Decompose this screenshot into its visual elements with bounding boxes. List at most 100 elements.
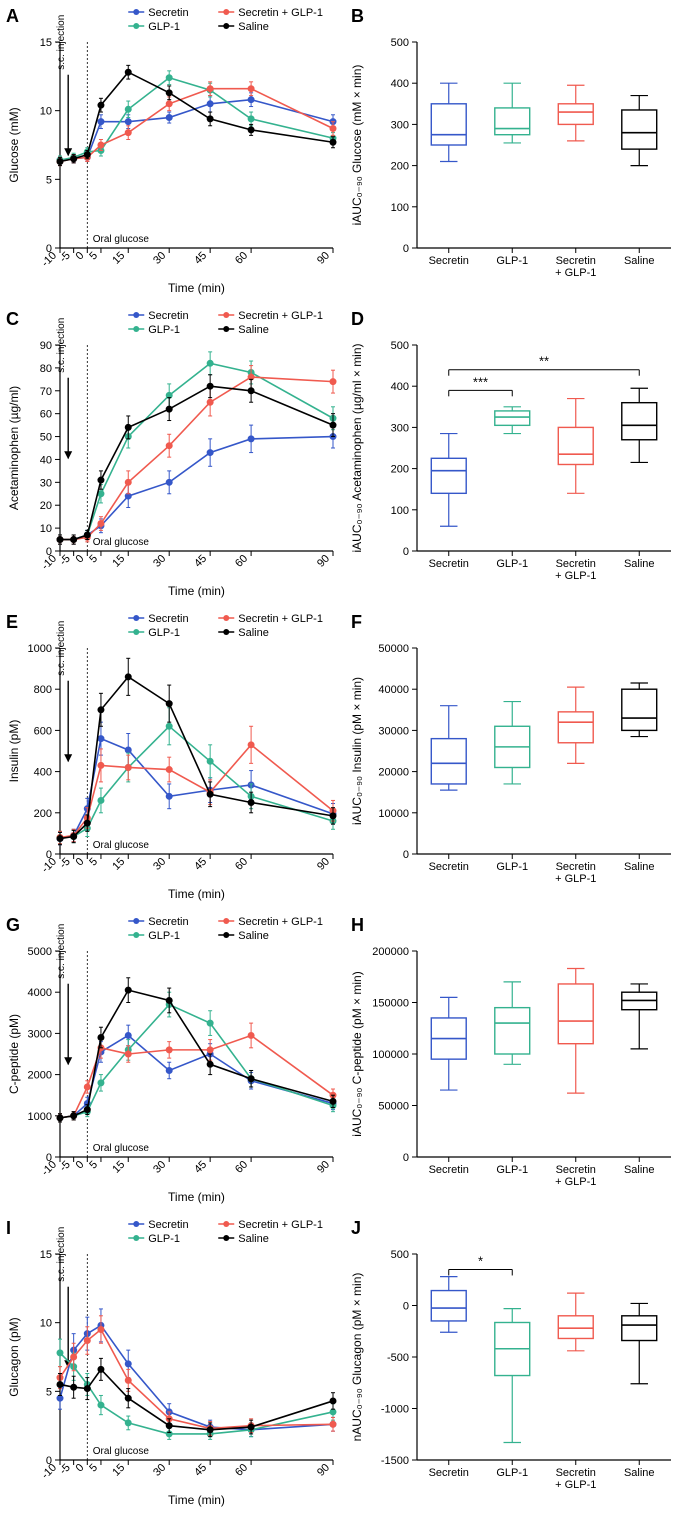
panel-F: F01000020000300004000050000iAUC₀₋₉₀ Insu…: [345, 606, 685, 909]
svg-text:Secretin: Secretin: [148, 613, 188, 625]
svg-text:+ GLP-1: + GLP-1: [555, 873, 596, 885]
svg-text:40: 40: [40, 454, 52, 466]
svg-text:70: 70: [40, 386, 52, 398]
svg-text:30: 30: [151, 250, 168, 267]
svg-text:15: 15: [40, 1249, 52, 1261]
svg-text:s.c. injection: s.c. injection: [56, 621, 67, 676]
svg-text:Oral glucose: Oral glucose: [93, 1143, 150, 1154]
svg-text:600: 600: [34, 725, 52, 737]
svg-text:Saline: Saline: [624, 558, 655, 570]
svg-text:5: 5: [87, 1159, 100, 1172]
svg-text:Oral glucose: Oral glucose: [93, 234, 150, 245]
svg-text:0: 0: [74, 553, 87, 566]
svg-text:Time (min): Time (min): [168, 1190, 225, 1204]
svg-text:45: 45: [192, 1159, 209, 1176]
panel-label: B: [351, 6, 364, 27]
panel-row: A051015-10-5051530456090Time (min)Glucos…: [0, 0, 685, 303]
svg-text:-10: -10: [39, 250, 59, 270]
svg-text:10: 10: [40, 106, 52, 118]
svg-text:100: 100: [391, 505, 409, 517]
svg-text:Time (min): Time (min): [168, 1493, 225, 1507]
svg-text:-10: -10: [39, 553, 59, 573]
svg-text:400: 400: [34, 767, 52, 779]
svg-text:Glucagon (pM): Glucagon (pM): [7, 1317, 21, 1396]
svg-text:Saline: Saline: [238, 930, 269, 942]
svg-text:s.c. injection: s.c. injection: [56, 318, 67, 373]
box-chart: 0100200300400500iAUC₀₋₉₀ Glucose (mM × m…: [345, 0, 685, 303]
line-chart: 0102030405060708090-10-5051530456090Time…: [0, 303, 345, 606]
svg-text:Saline: Saline: [624, 861, 655, 873]
svg-text:0: 0: [403, 1152, 409, 1164]
svg-text:s.c. injection: s.c. injection: [56, 924, 67, 979]
svg-text:Secretin: Secretin: [429, 255, 469, 267]
panel-A: A051015-10-5051530456090Time (min)Glucos…: [0, 0, 345, 303]
svg-text:***: ***: [473, 374, 488, 389]
svg-text:Saline: Saline: [238, 21, 269, 33]
svg-text:1000: 1000: [28, 1111, 52, 1123]
svg-text:60: 60: [40, 409, 52, 421]
svg-text:-10: -10: [39, 1159, 59, 1179]
svg-text:90: 90: [315, 1159, 332, 1176]
svg-text:+ GLP-1: + GLP-1: [555, 267, 596, 279]
svg-text:Secretin + GLP-1: Secretin + GLP-1: [238, 310, 323, 322]
svg-text:GLP-1: GLP-1: [148, 930, 180, 942]
svg-text:200000: 200000: [372, 946, 409, 958]
panel-label: I: [6, 1218, 11, 1239]
svg-text:60: 60: [233, 1159, 250, 1176]
svg-text:30: 30: [151, 1159, 168, 1176]
panel-label: C: [6, 309, 19, 330]
svg-text:0: 0: [403, 1301, 409, 1313]
panel-label: G: [6, 915, 20, 936]
svg-text:-1000: -1000: [381, 1404, 409, 1416]
line-chart: 051015-10-5051530456090Time (min)Glucose…: [0, 0, 345, 303]
svg-text:Secretin: Secretin: [556, 558, 596, 570]
svg-text:5: 5: [87, 250, 100, 263]
svg-text:1000: 1000: [28, 643, 52, 655]
svg-text:Secretin + GLP-1: Secretin + GLP-1: [238, 916, 323, 928]
svg-text:15: 15: [110, 856, 127, 873]
svg-text:Saline: Saline: [238, 1233, 269, 1245]
svg-text:60: 60: [233, 250, 250, 267]
svg-text:nAUC₀₋₉₀ Glucagon (pM × min): nAUC₀₋₉₀ Glucagon (pM × min): [350, 1273, 364, 1442]
panel-row: G010002000300040005000-10-5051530456090T…: [0, 909, 685, 1212]
svg-text:Secretin: Secretin: [556, 1467, 596, 1479]
svg-text:Secretin: Secretin: [429, 861, 469, 873]
svg-text:Secretin + GLP-1: Secretin + GLP-1: [238, 7, 323, 19]
panel-row: C0102030405060708090-10-5051530456090Tim…: [0, 303, 685, 606]
svg-text:+ GLP-1: + GLP-1: [555, 1176, 596, 1188]
svg-text:Secretin: Secretin: [429, 1164, 469, 1176]
svg-text:Secretin + GLP-1: Secretin + GLP-1: [238, 613, 323, 625]
panel-label: D: [351, 309, 364, 330]
panel-B: B0100200300400500iAUC₀₋₉₀ Glucose (mM × …: [345, 0, 685, 303]
panel-I: I051015-10-5051530456090Time (min)Glucag…: [0, 1212, 345, 1515]
figure-container: A051015-10-5051530456090Time (min)Glucos…: [0, 0, 685, 1515]
svg-text:45: 45: [192, 250, 209, 267]
box-chart: -1500-1000-5000500nAUC₀₋₉₀ Glucagon (pM …: [345, 1212, 685, 1515]
svg-text:200: 200: [391, 161, 409, 173]
svg-text:0: 0: [74, 1159, 87, 1172]
svg-text:Saline: Saline: [624, 1467, 655, 1479]
svg-text:90: 90: [40, 340, 52, 352]
svg-text:Time (min): Time (min): [168, 887, 225, 901]
svg-text:500: 500: [391, 37, 409, 49]
svg-text:+ GLP-1: + GLP-1: [555, 570, 596, 582]
svg-text:5000: 5000: [28, 946, 52, 958]
svg-text:Secretin: Secretin: [556, 255, 596, 267]
svg-text:500: 500: [391, 340, 409, 352]
panel-J: J-1500-1000-5000500nAUC₀₋₉₀ Glucagon (pM…: [345, 1212, 685, 1515]
svg-text:100000: 100000: [372, 1049, 409, 1061]
svg-text:50: 50: [40, 432, 52, 444]
svg-text:300: 300: [391, 422, 409, 434]
svg-text:15: 15: [110, 250, 127, 267]
line-chart: 010002000300040005000-10-5051530456090Ti…: [0, 909, 345, 1212]
svg-text:5: 5: [87, 553, 100, 566]
box-chart: 01000020000300004000050000iAUC₀₋₉₀ Insul…: [345, 606, 685, 909]
svg-text:50000: 50000: [378, 1101, 409, 1113]
svg-text:90: 90: [315, 1462, 332, 1479]
svg-text:s.c. injection: s.c. injection: [56, 1227, 67, 1282]
svg-text:30000: 30000: [378, 725, 409, 737]
svg-text:Saline: Saline: [238, 324, 269, 336]
svg-text:GLP-1: GLP-1: [148, 324, 180, 336]
svg-text:300: 300: [391, 119, 409, 131]
panel-label: A: [6, 6, 19, 27]
